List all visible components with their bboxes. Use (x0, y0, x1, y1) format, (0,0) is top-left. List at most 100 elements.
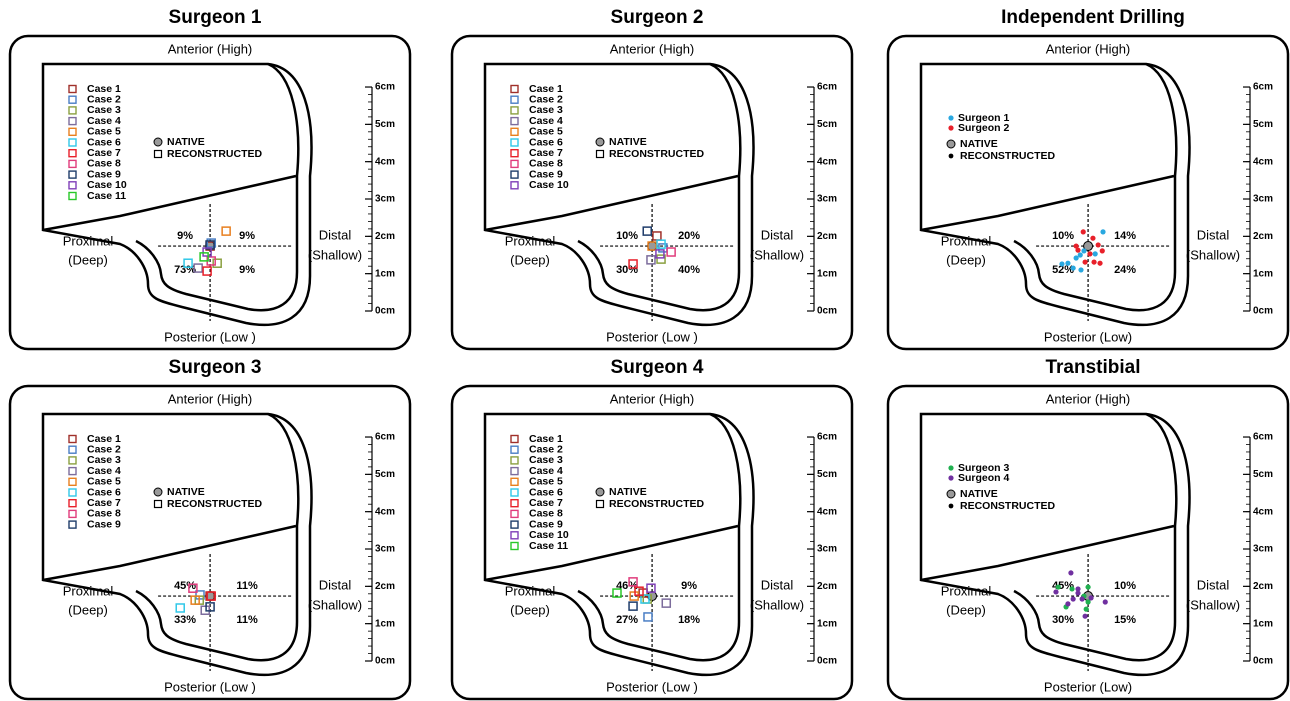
legend-swatch (69, 489, 76, 496)
posterior-label: Posterior (Low) (1044, 679, 1132, 694)
knee-line (43, 176, 296, 230)
scale-tick-label: 2cm (375, 581, 395, 592)
legend-label: Case 11 (87, 190, 126, 202)
panel: Surgeon 1Anterior (High)Posterior (Low )… (10, 7, 410, 349)
legend-swatch (69, 171, 76, 178)
legend-swatch (69, 446, 76, 453)
quadrant-percent: 14% (1114, 230, 1136, 242)
legend-swatch (511, 457, 518, 464)
quadrant-percent: 9% (239, 264, 255, 276)
scale-tick-label: 4cm (1253, 506, 1273, 517)
knee-outline (921, 64, 1189, 325)
legend-swatch (69, 182, 76, 189)
scale-tick-label: 1cm (375, 618, 395, 629)
panel-frame (888, 386, 1288, 699)
legend-reconstructed-marker (597, 501, 604, 508)
legend-swatch (69, 96, 76, 103)
reconstructed-point (1085, 584, 1090, 589)
scale-tick-label: 0cm (375, 306, 395, 317)
reconstructed-point (213, 259, 221, 267)
panel: Surgeon 3Anterior (High)Posterior (Low )… (10, 357, 410, 699)
quadrant-percent: 9% (177, 230, 193, 242)
legend-swatch (948, 475, 953, 480)
legend-swatch (948, 125, 953, 130)
scale-tick-label: 3cm (1253, 544, 1273, 555)
legend-swatch (69, 107, 76, 114)
legend-swatch (511, 139, 518, 146)
scale-tick-label: 2cm (375, 231, 395, 242)
scale-tick-label: 0cm (817, 306, 837, 317)
reconstructed-point (1065, 601, 1070, 606)
meniscus-line (1014, 414, 1176, 660)
quadrant-percent: 20% (678, 230, 700, 242)
panel-frame (452, 36, 852, 349)
distal-label: Distal (761, 577, 794, 592)
proximal-label: Proximal (505, 583, 556, 598)
legend-reconstructed-label: RECONSTRUCTED (960, 500, 1056, 512)
distal-label: Distal (761, 227, 794, 242)
meniscus-line (136, 64, 298, 310)
legend-swatch (511, 182, 518, 189)
reconstructed-point (644, 613, 652, 621)
legend-swatch (69, 500, 76, 507)
meniscus-line (578, 64, 740, 310)
reconstructed-point (1090, 236, 1095, 241)
legend-swatch (511, 86, 518, 93)
quadrant-percent: 30% (1052, 614, 1074, 626)
scale-tick-label: 6cm (375, 432, 395, 443)
distal-sub: (Shallow) (1186, 247, 1240, 262)
legend-swatch (948, 115, 953, 120)
legend-swatch (511, 446, 518, 453)
quadrant-percent: 24% (1114, 264, 1136, 276)
legend-native-label: NATIVE (167, 486, 205, 498)
legend-swatch (69, 150, 76, 157)
proximal-sub: (Deep) (946, 602, 986, 617)
reconstructed-point (1078, 267, 1083, 272)
legend-swatch (511, 160, 518, 167)
distal-sub: (Shallow) (750, 247, 804, 262)
scale-tick-label: 5cm (817, 469, 837, 480)
legend-swatch (69, 468, 76, 475)
legend-reconstructed-label: RECONSTRUCTED (609, 148, 705, 160)
scale-tick-label: 6cm (375, 82, 395, 93)
distal-sub: (Shallow) (1186, 597, 1240, 612)
knee-line (485, 526, 738, 580)
quadrant-percent: 45% (174, 580, 196, 592)
legend-label: Surgeon 2 (958, 122, 1010, 134)
legend-swatch (69, 193, 76, 200)
reconstructed-point (1100, 229, 1105, 234)
reconstructed-point (1100, 248, 1105, 253)
knee-outline (485, 64, 753, 325)
legend-swatch (69, 160, 76, 167)
reconstructed-point (662, 599, 670, 607)
legend-native-marker (947, 490, 955, 498)
distal-label: Distal (1197, 227, 1230, 242)
scale-tick-label: 5cm (1253, 119, 1273, 130)
meniscus-line (136, 414, 298, 660)
scale-tick-label: 3cm (375, 194, 395, 205)
posterior-label: Posterior (Low ) (606, 679, 698, 694)
legend-reconstructed-marker (949, 154, 954, 159)
reconstructed-point (1081, 248, 1086, 253)
legend-swatch (511, 436, 518, 443)
scale-tick-label: 2cm (817, 581, 837, 592)
distal-sub: (Shallow) (308, 247, 362, 262)
scale-tick-label: 1cm (1253, 618, 1273, 629)
legend-swatch (69, 478, 76, 485)
panel-title: Independent Drilling (1001, 7, 1185, 28)
panel-title: Surgeon 3 (169, 357, 262, 378)
knee-outline (921, 414, 1189, 675)
reconstructed-point (1097, 261, 1102, 266)
legend-label: Surgeon 4 (958, 472, 1010, 484)
panel-frame (888, 36, 1288, 349)
legend-swatch (511, 128, 518, 135)
quadrant-percent: 9% (681, 580, 697, 592)
knee-line (43, 526, 296, 580)
legend-reconstructed-marker (949, 504, 954, 509)
scale-tick-label: 0cm (1253, 656, 1273, 667)
knee-line (485, 176, 738, 230)
reconstructed-point (629, 602, 637, 610)
scale-tick-label: 3cm (1253, 194, 1273, 205)
scale-tick-label: 2cm (1253, 231, 1273, 242)
